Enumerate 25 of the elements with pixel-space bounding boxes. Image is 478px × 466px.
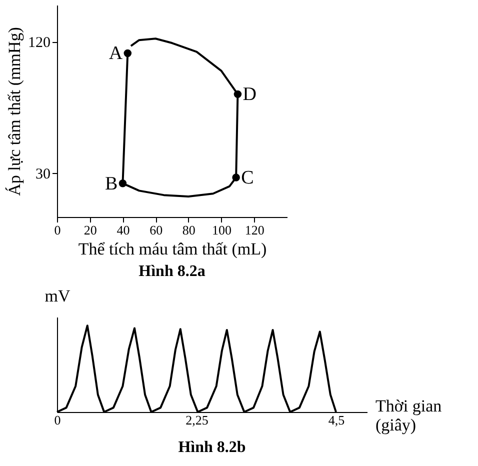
x-tick-label: 0 [54, 412, 61, 428]
x-tick-label: 60 [150, 222, 163, 238]
x-tick-label: 40 [116, 222, 130, 238]
point [118, 180, 127, 188]
point [232, 174, 240, 182]
y-axis-title: Áp lực tâm thất (mmHg) [5, 27, 24, 196]
x-tick-label: 0 [54, 222, 61, 238]
x-axis-title: Thời gian (giây) [376, 396, 442, 434]
annotation: C [241, 168, 254, 189]
x-axis-title: Thể tích máu tâm thất (mL) [78, 240, 267, 258]
y-axis-title: mV [44, 286, 71, 306]
point [234, 90, 242, 98]
text: Hình 8.2a [138, 263, 206, 280]
text: Hình 8.2b [178, 439, 246, 456]
x-tick-label: 120 [244, 222, 264, 238]
y-tick-label: 30 [36, 166, 50, 183]
x-tick-label: 20 [84, 222, 97, 238]
x-tick-label: 2,25 [186, 412, 208, 428]
annotation: B [105, 173, 118, 194]
x-tick-label: 4,5 [328, 412, 345, 428]
point [124, 49, 132, 58]
annotation: A [108, 43, 123, 64]
x-tick-label: 80 [182, 222, 196, 238]
annotation: D [242, 84, 256, 106]
x-tick-label: 100 [212, 222, 232, 238]
